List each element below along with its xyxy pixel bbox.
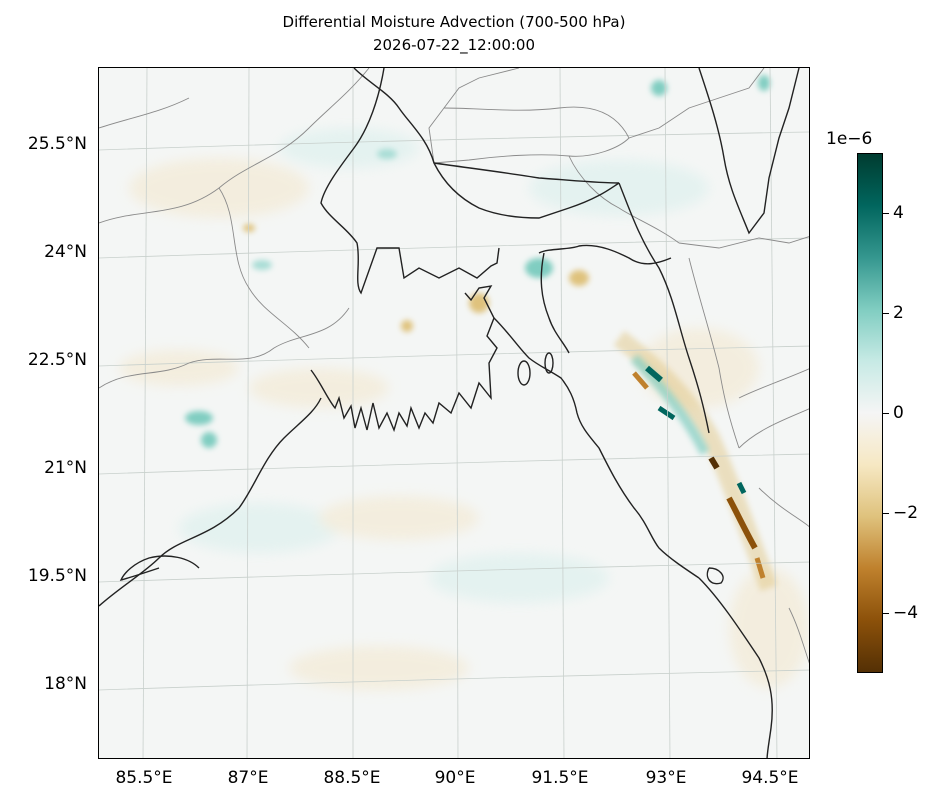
colorbar-tick-label: −4	[893, 603, 919, 623]
colorbar-tick	[883, 413, 889, 414]
coastline-and-national-border	[99, 68, 800, 758]
lon-label: 88.5°E	[323, 768, 381, 788]
colorbar-tick	[883, 313, 889, 314]
map-canvas	[99, 68, 809, 758]
lat-label: 22.5°N	[27, 350, 87, 370]
field-background-patches	[119, 128, 809, 690]
lon-label: 93°E	[645, 768, 687, 788]
lat-label: 25.5°N	[27, 134, 87, 154]
admin-borders	[99, 68, 809, 664]
colorbar-tick-label: −2	[893, 503, 919, 523]
colorbar-tick-label: 0	[893, 403, 904, 423]
colorbar-tick	[883, 613, 889, 614]
colorbar-tick-label: 2	[893, 303, 904, 323]
lon-label: 87°E	[227, 768, 269, 788]
strong-advection-band	[613, 330, 778, 592]
colorbar-exponent: 1e−6	[826, 129, 873, 149]
lat-label: 24°N	[44, 242, 87, 262]
anomaly-features	[185, 75, 770, 448]
colorbar-tick	[883, 213, 889, 214]
lat-label: 19.5°N	[27, 566, 87, 586]
lon-label: 85.5°E	[115, 768, 173, 788]
lat-label: 21°N	[44, 458, 87, 478]
colorbar-tick	[883, 513, 889, 514]
map-timestamp: 2026-07-22_12:00:00	[372, 36, 536, 54]
lon-label: 90°E	[434, 768, 476, 788]
colorbar	[857, 153, 883, 673]
map-title: Differential Moisture Advection (700-500…	[282, 13, 626, 31]
lon-label: 91.5°E	[531, 768, 589, 788]
lon-label: 94.5°E	[741, 768, 799, 788]
colorbar-tick-label: 4	[893, 203, 904, 223]
lat-label: 18°N	[44, 674, 87, 694]
map-panel	[98, 67, 810, 759]
